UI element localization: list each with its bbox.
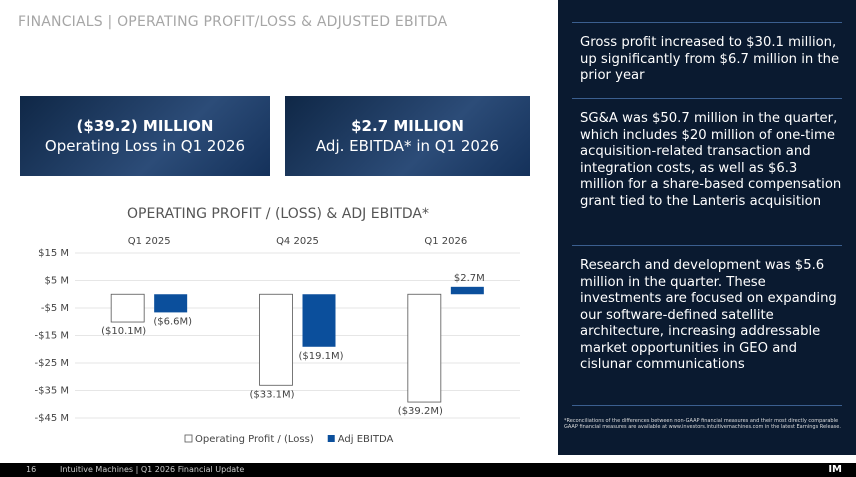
data-label: ($10.1M): [101, 326, 146, 337]
bar: [259, 293, 293, 386]
bar: [110, 293, 145, 323]
y-tick-label: -$15 M: [34, 331, 69, 342]
kpi-value: $2.7 MILLION: [351, 117, 464, 135]
y-tick-label: $15 M: [38, 248, 69, 259]
y-tick-label: -$45 M: [34, 413, 69, 424]
x-tick-label: Q1 2026: [424, 236, 467, 247]
legend-label: Operating Profit / (Loss): [195, 434, 314, 445]
page-number: 16: [26, 465, 37, 474]
legend-swatch: [327, 435, 335, 442]
data-label: $2.7M: [454, 273, 485, 284]
bar: [154, 294, 188, 313]
y-tick-label: -$25 M: [34, 358, 69, 369]
footer-text: Intuitive Machines | Q1 2026 Financial U…: [60, 465, 245, 474]
chart: OPERATING PROFIT / (LOSS) & ADJ EBITDA* …: [34, 206, 520, 445]
kpi-card: ($39.2) MILLION Operating Loss in Q1 202…: [20, 96, 270, 176]
bar: [407, 293, 442, 403]
y-tick-label: -$35 M: [34, 386, 69, 397]
slide-title: FINANCIALS | OPERATING PROFIT/LOSS & ADJ…: [18, 14, 448, 30]
logo: IM: [828, 464, 842, 475]
footer: 16 Intuitive Machines | Q1 2026 Financia…: [0, 463, 856, 477]
bar: [302, 294, 336, 347]
bar: [450, 286, 484, 295]
data-label: ($39.2M): [398, 406, 443, 417]
legend-label: Adj EBITDA: [338, 434, 394, 445]
y-tick-label: -$5 M: [41, 303, 69, 314]
kpi-card: $2.7 MILLION Adj. EBITDA* in Q1 2026: [285, 96, 530, 176]
kpi-label: Adj. EBITDA* in Q1 2026: [315, 137, 500, 155]
data-label: ($33.1M): [249, 389, 294, 400]
separator: [572, 405, 842, 406]
paragraph: Gross profit increased to $30.1 million,…: [580, 35, 840, 83]
footnote: *Reconciliations of the differences betw…: [564, 418, 841, 430]
separator: [572, 22, 842, 23]
kpi-value: ($39.2) MILLION: [76, 117, 214, 135]
paragraph: SG&A was $50.7 million in the quarter, w…: [580, 111, 842, 209]
paragraph: Research and development was $5.6 millio…: [580, 258, 837, 372]
legend-swatch: [184, 434, 193, 443]
data-label: ($6.6M): [153, 316, 192, 327]
y-tick-label: $5 M: [44, 276, 69, 287]
kpi-label: Operating Loss in Q1 2026: [44, 137, 246, 155]
x-tick-label: Q4 2025: [276, 236, 319, 247]
separator: [572, 245, 842, 246]
side-panel: Gross profit increased to $30.1 million,…: [558, 0, 856, 455]
x-tick-label: Q1 2025: [128, 236, 171, 247]
separator: [572, 98, 842, 99]
data-label: ($19.1M): [298, 351, 343, 362]
chart-title: OPERATING PROFIT / (LOSS) & ADJ EBITDA*: [127, 206, 429, 222]
